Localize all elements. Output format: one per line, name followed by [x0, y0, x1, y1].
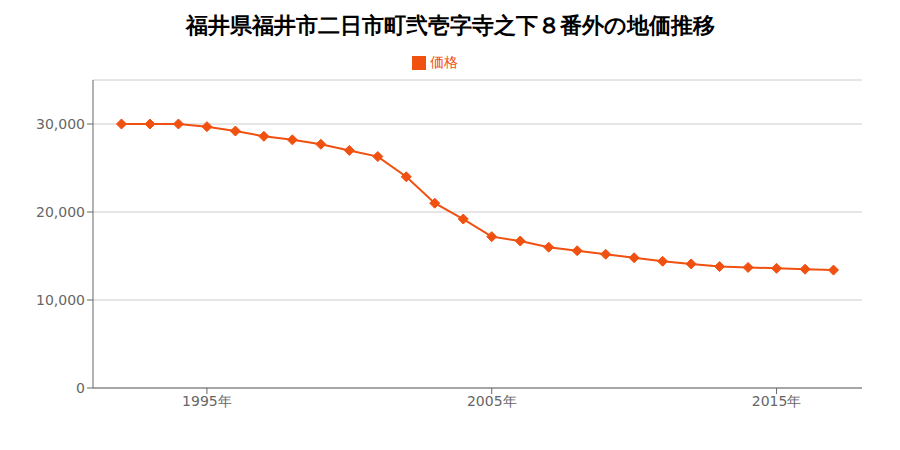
- html-text:価格: 価格: [430, 54, 458, 70]
- svg-text:30,000: 30,000: [36, 116, 85, 132]
- svg-text:2015年: 2015年: [752, 393, 802, 409]
- svg-text:2005年: 2005年: [467, 393, 517, 409]
- svg-text:10,000: 10,000: [36, 292, 85, 308]
- html-text:福井県福井市二日市町弐壱字寺之下８番外の地価推移: 福井県福井市二日市町弐壱字寺之下８番外の地価推移: [185, 13, 715, 38]
- svg-text:20,000: 20,000: [36, 204, 85, 220]
- svg-text:0: 0: [76, 380, 85, 396]
- svg-text:1995年: 1995年: [182, 393, 232, 409]
